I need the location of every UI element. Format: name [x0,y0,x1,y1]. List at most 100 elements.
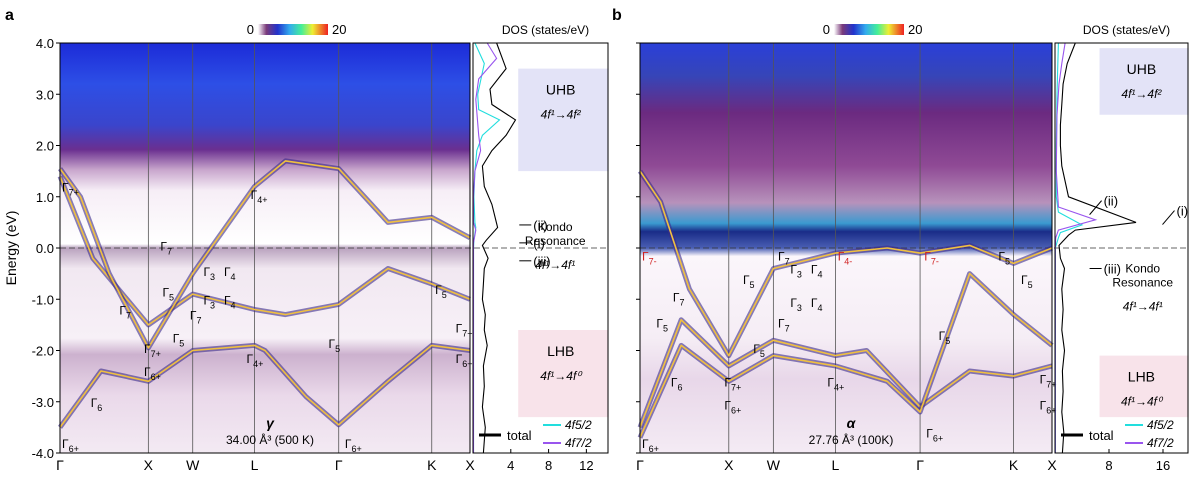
kpath-label: W [767,457,781,473]
band-label-subscript: 7 [197,316,202,326]
dos-panel-frame [1054,42,1189,454]
band-label-subscript: 7+ [151,349,161,359]
band-label: Γ4+ [251,188,268,205]
band-label: Γ3 [790,263,802,280]
dos-x-tick-label: 8 [545,458,552,473]
dos-annotation: (ii) [1104,194,1118,209]
band-label: Γ6 [91,396,103,413]
band-label-symbol: Γ [998,250,1005,264]
band-label: Γ6+ [345,437,362,454]
band-label: Γ7 [673,291,685,308]
band-label-symbol: Γ [656,316,663,330]
band-label: Γ4+ [827,375,844,392]
band-label-subscript: 5 [760,349,765,359]
spectral-background [60,43,470,453]
band-label-symbol: Γ [91,396,98,410]
band-label: Γ7+ [144,342,161,359]
band-label-symbol: Γ [162,286,169,300]
dos-annotation: (ii) [533,218,547,233]
volume-label: 27.76 Å³ (100K) [809,432,894,447]
band-label: Γ7 [119,304,131,321]
band-label-subscript: 3 [210,272,215,282]
band-label-subscript: 7 [680,298,685,308]
dos-panel-frame [472,42,609,454]
band-label: Γ7 [778,250,790,267]
band-label-symbol: Γ [173,332,180,346]
band-curve [639,170,1053,357]
band-label: Γ5 [743,273,755,290]
band-label-subscript: 5 [442,290,447,300]
band-label-symbol: Γ [811,296,818,310]
band-label-symbol: Γ [345,437,352,451]
kpath-label: X [1047,457,1057,473]
band-label-subscript: 4- [844,257,852,267]
volume-label: 34.00 Å³ (500 K) [226,432,314,447]
band-label-subscript: 5 [169,293,174,303]
band-label-subscript: 6+ [462,359,472,369]
band-label: Γ4 [224,293,236,310]
kondo-text: Resonance [525,234,586,248]
band-label-subscript: 6+ [352,444,362,454]
band-label-subscript: 4 [818,303,823,313]
dos-x-tick-label: 16 [1156,458,1170,473]
band-label-symbol: Γ [203,293,210,307]
band-label-subscript: 4+ [834,382,844,392]
band-label-symbol: Γ [753,342,760,356]
colorbar-max-label: 20 [332,22,346,37]
band-label-subscript: 7+ [1046,380,1056,390]
band-label: Γ5 [1021,273,1033,290]
band-label: Γ7 [778,316,790,333]
band-label: Γ6+ [144,365,161,382]
band-label-subscript: 6+ [731,405,741,415]
kpath-label: Γ [636,457,644,473]
band-label-symbol: Γ [642,250,649,264]
kpath-label: X [144,457,154,473]
y-tick-label: 1.0 [36,190,54,205]
legend-label-total: total [507,428,532,443]
band-label-symbol: Γ [1021,273,1028,287]
band-label: Γ7+ [456,321,473,338]
band-label-symbol: Γ [778,316,785,330]
legend-label-4f72: 4f7/2 [1147,436,1174,450]
dos-annotation: (iii) [1104,262,1121,277]
band-label-symbol: Γ [838,250,845,264]
band-label-symbol: Γ [224,293,231,307]
dos-band-shade [1099,48,1189,115]
band-label-subscript: 4 [231,272,236,282]
band-label-subscript: 7+ [69,188,79,198]
dos-annotation: (i) [533,236,545,251]
band-label-symbol: Γ [724,398,731,412]
band-label: Γ3 [790,296,802,313]
band-label-subscript: 5 [179,339,184,349]
kondo-text: Kondo [1125,262,1160,276]
band-label-subscript: 5 [663,323,668,333]
band-label: Γ4 [224,265,236,282]
dos-curve [481,42,517,454]
panel-label: a [5,7,14,24]
dos-annotation: (i) [1177,204,1189,219]
colorbar-min-label: 0 [247,22,254,37]
y-tick-label: -2.0 [32,344,54,359]
phase-label: α [847,415,857,431]
dos-title: DOS (states/eV) [502,23,589,37]
band-label-subscript: 7 [126,311,131,321]
y-tick-label: 0.0 [36,241,54,256]
band-label-symbol: Γ [1040,398,1047,412]
band-label-symbol: Γ [329,337,336,351]
band-curve [59,160,471,349]
kondo-text: Resonance [1112,276,1173,290]
dos-x-tick-label: 8 [1105,458,1112,473]
band-label-subscript: 3 [797,270,802,280]
band-label: Γ6 [671,375,683,392]
band-label-subscript: 4 [231,300,236,310]
band-label-subscript: 7- [649,257,657,267]
band-label: Γ4 [811,296,823,313]
band-label-subscript: 6+ [933,434,943,444]
legend-label-total: total [1089,428,1114,443]
band-label: Γ4+ [247,352,264,369]
band-label-subscript: 3 [797,303,802,313]
band-label: Γ4 [811,263,823,280]
dos-band-label: UHB [546,82,576,98]
